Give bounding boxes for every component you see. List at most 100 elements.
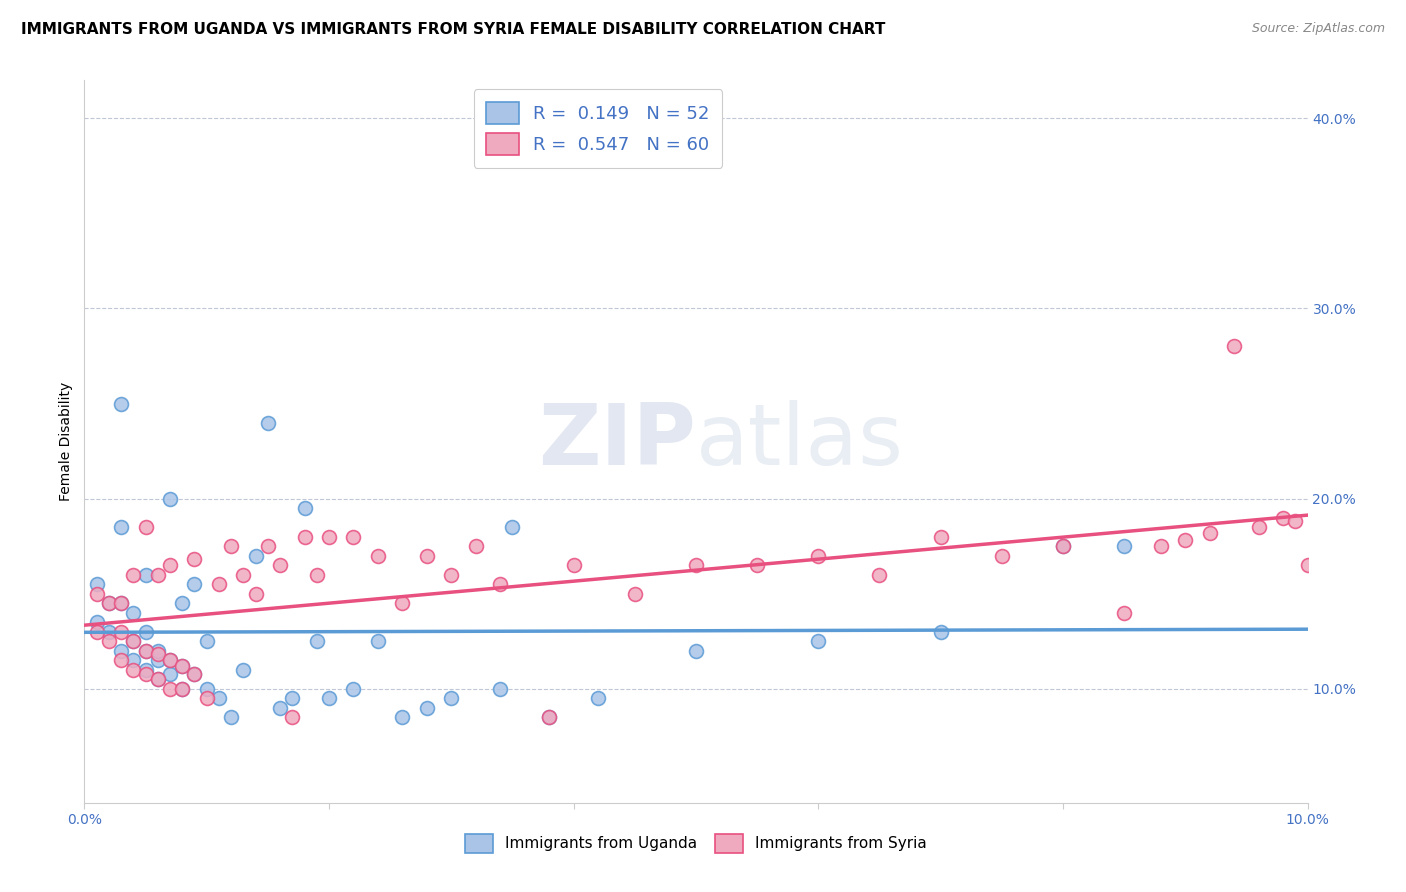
Point — [929, 530, 952, 544]
Text: IMMIGRANTS FROM UGANDA VS IMMIGRANTS FROM SYRIA FEMALE DISABILITY CORRELATION CH: IMMIGRANTS FROM UGANDA VS IMMIGRANTS FRO… — [21, 22, 886, 37]
Point — [159, 653, 181, 667]
Point — [685, 558, 707, 573]
Point — [342, 681, 364, 696]
Point — [624, 587, 647, 601]
Point — [489, 681, 512, 696]
Point — [685, 643, 707, 657]
Point — [342, 530, 364, 544]
Point — [97, 634, 120, 648]
Point — [1247, 520, 1270, 534]
Point — [269, 700, 291, 714]
Point — [159, 491, 181, 506]
Point — [159, 653, 181, 667]
Point — [416, 700, 439, 714]
Point — [195, 681, 218, 696]
Point — [135, 643, 157, 657]
Point — [146, 643, 169, 657]
Point — [172, 681, 194, 696]
Point — [159, 666, 181, 681]
Point — [269, 558, 291, 573]
Point — [1198, 525, 1220, 540]
Point — [86, 587, 108, 601]
Point — [122, 634, 145, 648]
Point — [97, 624, 120, 639]
Point — [1114, 606, 1136, 620]
Point — [464, 539, 486, 553]
Point — [183, 552, 205, 566]
Point — [219, 539, 242, 553]
Point — [110, 624, 132, 639]
Point — [1223, 339, 1246, 353]
Point — [86, 624, 108, 639]
Point — [1052, 539, 1074, 553]
Point — [97, 596, 120, 610]
Point — [110, 396, 132, 410]
Point — [257, 539, 280, 553]
Point — [135, 520, 157, 534]
Point — [183, 577, 205, 591]
Point — [110, 596, 132, 610]
Point — [122, 653, 145, 667]
Point — [807, 634, 830, 648]
Point — [869, 567, 891, 582]
Point — [232, 567, 254, 582]
Point — [159, 681, 181, 696]
Point — [294, 530, 316, 544]
Point — [208, 577, 231, 591]
Point — [367, 549, 389, 563]
Point — [135, 666, 157, 681]
Point — [318, 530, 340, 544]
Point — [257, 416, 280, 430]
Point — [502, 520, 524, 534]
Legend: Immigrants from Uganda, Immigrants from Syria: Immigrants from Uganda, Immigrants from … — [457, 826, 935, 860]
Point — [86, 615, 108, 630]
Point — [1052, 539, 1074, 553]
Point — [172, 596, 194, 610]
Point — [294, 501, 316, 516]
Point — [146, 672, 169, 686]
Point — [391, 596, 413, 610]
Point — [489, 577, 512, 591]
Point — [1296, 558, 1319, 573]
Point — [86, 577, 108, 591]
Point — [1284, 515, 1306, 529]
Point — [172, 659, 194, 673]
Point — [97, 596, 120, 610]
Point — [122, 634, 145, 648]
Point — [172, 659, 194, 673]
Point — [440, 567, 463, 582]
Point — [440, 691, 463, 706]
Point — [305, 634, 328, 648]
Point — [110, 520, 132, 534]
Point — [110, 653, 132, 667]
Text: atlas: atlas — [696, 400, 904, 483]
Point — [183, 666, 205, 681]
Point — [807, 549, 830, 563]
Point — [135, 643, 157, 657]
Point — [135, 663, 157, 677]
Point — [367, 634, 389, 648]
Point — [538, 710, 561, 724]
Point — [122, 567, 145, 582]
Point — [281, 691, 304, 706]
Point — [122, 606, 145, 620]
Point — [135, 567, 157, 582]
Point — [110, 596, 132, 610]
Point — [146, 648, 169, 662]
Point — [929, 624, 952, 639]
Point — [391, 710, 413, 724]
Point — [1114, 539, 1136, 553]
Point — [991, 549, 1014, 563]
Point — [318, 691, 340, 706]
Point — [1150, 539, 1173, 553]
Point — [208, 691, 231, 706]
Point — [183, 666, 205, 681]
Point — [245, 587, 267, 601]
Point — [195, 691, 218, 706]
Point — [562, 558, 585, 573]
Point — [122, 663, 145, 677]
Point — [281, 710, 304, 724]
Text: Source: ZipAtlas.com: Source: ZipAtlas.com — [1251, 22, 1385, 36]
Point — [135, 624, 157, 639]
Point — [538, 710, 561, 724]
